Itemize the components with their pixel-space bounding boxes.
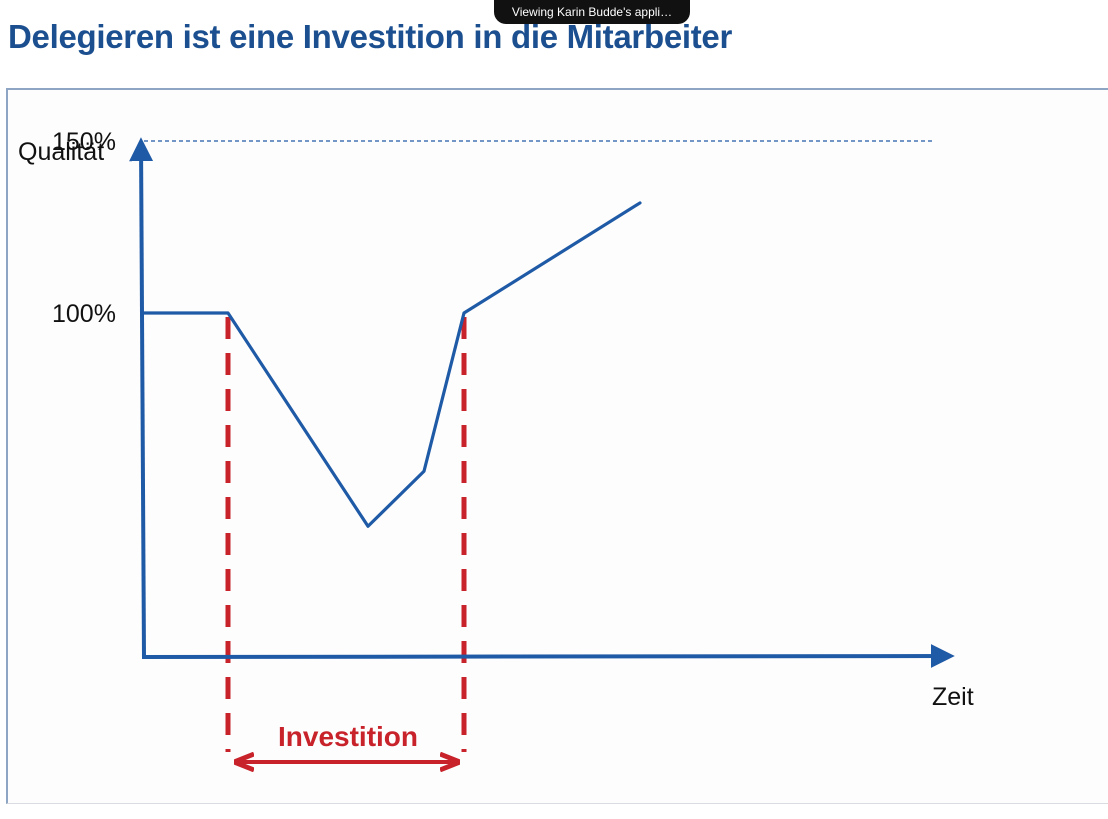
slide-frame — [6, 88, 1108, 804]
y-axis — [129, 137, 154, 660]
quality-curve — [142, 201, 642, 528]
y-tick-label: 100% — [52, 300, 116, 328]
tick-label-layer: 150% 100% — [52, 128, 116, 328]
series-layer — [142, 201, 642, 528]
x-axis — [141, 644, 955, 669]
y-axis-label: Qualität — [18, 138, 104, 166]
investment-label: Investition — [278, 721, 418, 752]
slide-title: Delegieren ist eine Investition in die M… — [8, 18, 733, 55]
marker-layer — [225, 317, 467, 752]
screen-share-banner[interactable]: Viewing Karin Budde's appli… — [494, 0, 690, 24]
y-tick-label: 150% — [52, 128, 116, 156]
x-axis-label: Zeit — [932, 683, 974, 711]
